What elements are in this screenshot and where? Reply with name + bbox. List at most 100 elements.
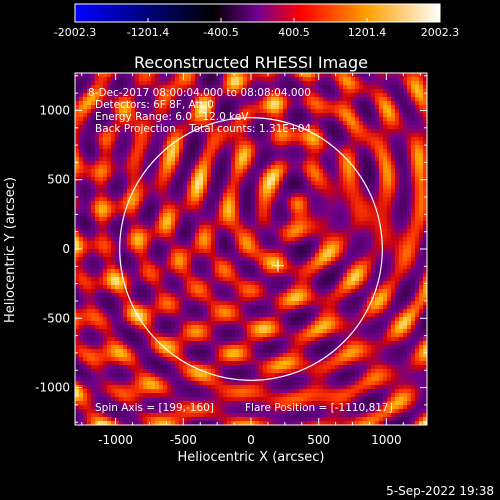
- heatmap-cell: [83, 353, 88, 358]
- heatmap-cell: [99, 321, 104, 326]
- heatmap-cell: [223, 209, 228, 214]
- heatmap-cell: [135, 277, 140, 282]
- heatmap-cell: [87, 321, 92, 326]
- heatmap-cell: [99, 169, 104, 174]
- heatmap-cell: [255, 345, 260, 350]
- heatmap-cell: [115, 113, 120, 118]
- heatmap-cell: [207, 265, 212, 270]
- heatmap-cell: [295, 329, 300, 334]
- heatmap-cell: [215, 133, 220, 138]
- heatmap-cell: [251, 357, 256, 362]
- heatmap-cell: [295, 417, 300, 422]
- heatmap-cell: [119, 337, 124, 342]
- heatmap-cell: [267, 133, 272, 138]
- heatmap-cell: [191, 257, 196, 262]
- heatmap-cell: [87, 97, 92, 102]
- heatmap-cell: [199, 77, 204, 82]
- heatmap-cell: [239, 129, 244, 134]
- heatmap-cell: [223, 137, 228, 142]
- heatmap-cell: [255, 229, 260, 234]
- heatmap-cell: [239, 317, 244, 322]
- heatmap-cell: [223, 249, 228, 254]
- heatmap-cell: [123, 169, 128, 174]
- heatmap-cell: [191, 373, 196, 378]
- heatmap-cell: [83, 329, 88, 334]
- heatmap-cell: [139, 77, 144, 82]
- heatmap-cell: [211, 109, 216, 114]
- heatmap-cell: [247, 233, 252, 238]
- heatmap-cell: [227, 349, 232, 354]
- heatmap-cell: [95, 293, 100, 298]
- heatmap-cell: [183, 297, 188, 302]
- heatmap-cell: [139, 381, 144, 386]
- heatmap-cell: [167, 261, 172, 266]
- heatmap-cell: [263, 337, 268, 342]
- heatmap-cell: [83, 253, 88, 258]
- heatmap-cell: [127, 289, 132, 294]
- heatmap-cell: [231, 297, 236, 302]
- heatmap-cell: [159, 97, 164, 102]
- heatmap-cell: [131, 137, 136, 142]
- heatmap-cell: [107, 301, 112, 306]
- heatmap-cell: [87, 285, 92, 290]
- heatmap-cell: [299, 289, 304, 294]
- heatmap-cell: [275, 169, 280, 174]
- heatmap-cell: [151, 349, 156, 354]
- heatmap-cell: [187, 269, 192, 274]
- heatmap-cell: [283, 129, 288, 134]
- heatmap-cell: [131, 93, 136, 98]
- heatmap-cell: [183, 409, 188, 414]
- heatmap-cell: [171, 217, 176, 222]
- heatmap-cell: [147, 109, 152, 114]
- heatmap-cell: [91, 117, 96, 122]
- heatmap-cell: [211, 309, 216, 314]
- heatmap-cell: [79, 81, 84, 86]
- heatmap-cell: [103, 201, 108, 206]
- heatmap-cell: [243, 121, 248, 126]
- heatmap-cell: [95, 205, 100, 210]
- heatmap-cell: [187, 217, 192, 222]
- heatmap-cell: [231, 353, 236, 358]
- heatmap-cell: [151, 281, 156, 286]
- heatmap-cell: [139, 109, 144, 114]
- heatmap-cell: [127, 313, 132, 318]
- heatmap-cell: [155, 265, 160, 270]
- heatmap-cell: [207, 165, 212, 170]
- heatmap-cell: [203, 237, 208, 242]
- heatmap-cell: [107, 97, 112, 102]
- heatmap-cell: [279, 189, 284, 194]
- heatmap-cell: [199, 281, 204, 286]
- heatmap-cell: [211, 365, 216, 370]
- heatmap-cell: [203, 301, 208, 306]
- heatmap-cell: [287, 389, 292, 394]
- heatmap-cell: [299, 161, 304, 166]
- heatmap-cell: [195, 85, 200, 90]
- heatmap-cell: [263, 113, 268, 118]
- heatmap-cell: [91, 297, 96, 302]
- heatmap-cell: [171, 349, 176, 354]
- heatmap-cell: [235, 169, 240, 174]
- heatmap-cell: [203, 137, 208, 142]
- heatmap-cell: [159, 233, 164, 238]
- heatmap-cell: [179, 157, 184, 162]
- heatmap-cell: [103, 105, 108, 110]
- heatmap-cell: [135, 365, 140, 370]
- heatmap-cell: [279, 377, 284, 382]
- heatmap-cell: [295, 137, 300, 142]
- heatmap-cell: [215, 233, 220, 238]
- heatmap-cell: [271, 153, 276, 158]
- heatmap-cell: [87, 269, 92, 274]
- heatmap-cell: [91, 393, 96, 398]
- heatmap-cell: [91, 153, 96, 158]
- heatmap-cell: [259, 205, 264, 210]
- heatmap-cell: [267, 409, 272, 414]
- heatmap-cell: [227, 309, 232, 314]
- heatmap-cell: [195, 77, 200, 82]
- heatmap-cell: [255, 281, 260, 286]
- heatmap-cell: [263, 309, 268, 314]
- heatmap-cell: [299, 309, 304, 314]
- heatmap-cell: [175, 293, 180, 298]
- heatmap-cell: [247, 325, 252, 330]
- heatmap-cell: [87, 353, 92, 358]
- heatmap-cell: [95, 313, 100, 318]
